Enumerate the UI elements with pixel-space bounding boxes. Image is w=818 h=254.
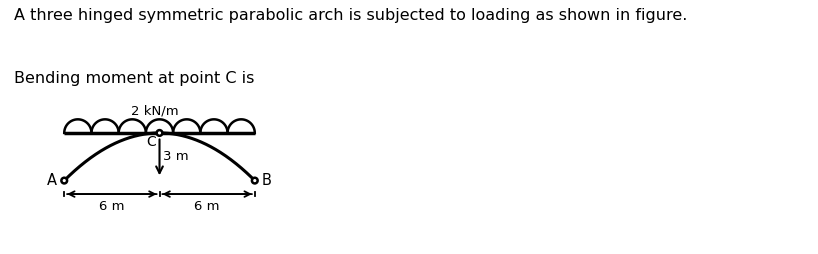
Text: B: B [262, 173, 272, 187]
Text: 6 m: 6 m [99, 199, 124, 212]
Circle shape [61, 178, 67, 184]
Text: A: A [47, 173, 57, 187]
Circle shape [252, 178, 258, 184]
Text: C: C [146, 134, 155, 148]
Text: 2 kN/m: 2 kN/m [131, 105, 178, 118]
Circle shape [157, 131, 162, 136]
Text: A three hinged symmetric parabolic arch is subjected to loading as shown in figu: A three hinged symmetric parabolic arch … [14, 8, 687, 23]
Text: 3 m: 3 m [164, 149, 189, 162]
Text: 6 m: 6 m [195, 199, 220, 212]
Text: Bending moment at point C is: Bending moment at point C is [14, 71, 254, 86]
